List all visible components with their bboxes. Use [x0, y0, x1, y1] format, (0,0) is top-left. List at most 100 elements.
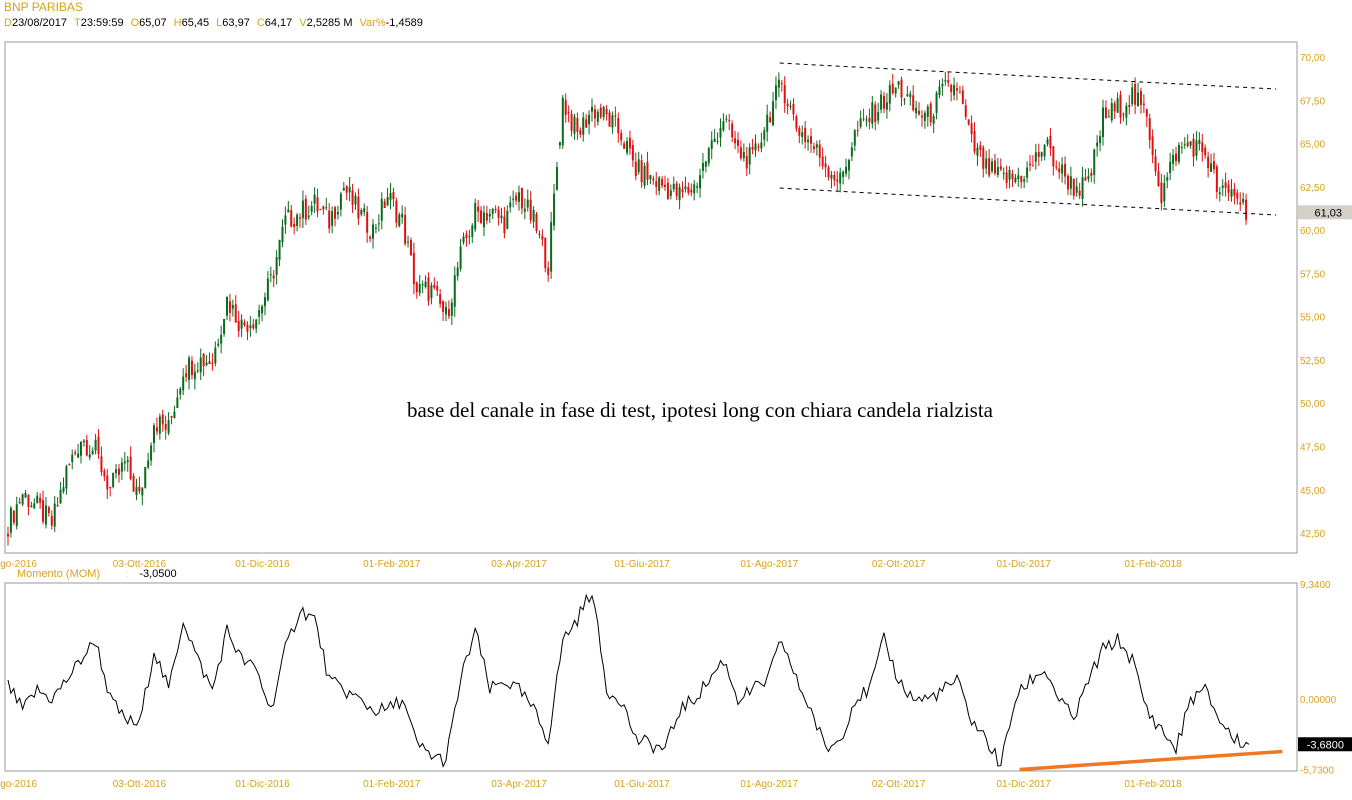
price-tick-label: 60,00 [1300, 226, 1325, 237]
candle-body [769, 117, 772, 123]
candle-body [193, 371, 196, 380]
candle-body [1029, 163, 1031, 166]
candle-body [894, 87, 897, 94]
candle-body [766, 114, 769, 132]
candle-body [923, 112, 926, 121]
candle-body [523, 208, 526, 212]
candle-body [734, 138, 737, 144]
candle-body [1058, 168, 1061, 173]
candle-body [1008, 169, 1011, 180]
candle-body [859, 118, 862, 127]
momentum-tick-label: -5,7300 [1300, 765, 1334, 776]
candle-body [135, 486, 138, 496]
candle-body [44, 505, 47, 525]
candle-body [339, 193, 342, 210]
candle-body [144, 466, 147, 488]
candle-body [1210, 163, 1213, 172]
candle-body [497, 209, 500, 218]
candle-body [541, 235, 544, 240]
candle-body [915, 107, 918, 114]
candle-body [935, 92, 938, 113]
candle-body [1072, 178, 1075, 196]
candle-body [255, 319, 258, 329]
candle-body [319, 208, 322, 210]
candle-body [12, 510, 15, 523]
field-label: V [299, 17, 307, 29]
candle-body [188, 357, 191, 380]
candle-body [725, 118, 728, 120]
candle-body [661, 179, 664, 186]
candle-body [459, 246, 462, 269]
candle-body [1139, 91, 1142, 105]
candle-body [1119, 94, 1122, 118]
candle-body [1218, 192, 1221, 195]
candle-body [871, 102, 874, 124]
candle-body [637, 159, 640, 173]
momentum-line [7, 593, 1250, 768]
date-tick-label: 01-Ago-2016 [0, 559, 37, 570]
candle-body [690, 189, 693, 193]
candle-body [780, 83, 783, 85]
candle-body [415, 282, 418, 293]
candle-body [605, 108, 608, 115]
candle-body [205, 362, 208, 366]
candle-body [988, 158, 991, 176]
candle-body [1037, 152, 1040, 157]
candle-body [1031, 165, 1034, 167]
candle-body [544, 237, 547, 269]
candle-body [678, 187, 681, 201]
candle-body [856, 130, 859, 132]
candle-body [263, 297, 266, 307]
candle-body [847, 160, 850, 171]
candle-body [991, 161, 994, 172]
date-tick-label: 01-Ago-2017 [740, 559, 798, 570]
candle-body [39, 497, 42, 503]
candle-body [956, 88, 958, 91]
candle-body [284, 215, 287, 225]
candle-body [553, 193, 556, 226]
candle-body [979, 145, 982, 151]
candle-body [62, 487, 65, 492]
candle-body [468, 236, 471, 238]
candle-body [1122, 113, 1125, 115]
date-tick-label: 01-Giu-2017 [614, 779, 670, 790]
field-value: -1,4589 [385, 17, 423, 29]
candle-body [480, 210, 483, 224]
candle-body [751, 146, 754, 150]
candle-body [1157, 171, 1160, 187]
candle-body [815, 144, 818, 148]
candle-body [301, 200, 304, 219]
candle-body [918, 110, 921, 115]
candle-body [436, 285, 439, 291]
annotation-text: base del canale in fase di test, ipotesi… [407, 398, 994, 422]
candle-body [655, 181, 658, 187]
candle-body [652, 178, 655, 181]
candle-body [961, 90, 964, 104]
candle-body [374, 227, 377, 229]
candle-body [465, 234, 468, 239]
candle-body [491, 209, 494, 214]
candle-body [947, 80, 950, 83]
candle-body [357, 196, 360, 219]
candle-body [310, 205, 313, 212]
candle-body [331, 211, 334, 226]
candle-body [316, 197, 319, 212]
candle-body [170, 415, 173, 418]
price-tick-label: 55,00 [1300, 313, 1325, 324]
field-label: H [173, 17, 182, 29]
candle-body [1093, 149, 1096, 175]
candle-body [18, 502, 21, 504]
momentum-axis: 9,3400 0,00000 -5,7300 -3,6800 [1298, 580, 1352, 776]
field-value: 2,5285 M [306, 17, 353, 29]
candle-body [389, 193, 392, 200]
candle-body [27, 495, 30, 507]
candle-body [150, 445, 153, 461]
candle-body [407, 241, 410, 243]
field-value: 64,17 [264, 17, 293, 29]
candle-body [996, 167, 999, 175]
candle-body [646, 162, 649, 180]
candle-body [958, 92, 961, 94]
candle-body [518, 192, 520, 202]
candle-body [386, 197, 389, 206]
